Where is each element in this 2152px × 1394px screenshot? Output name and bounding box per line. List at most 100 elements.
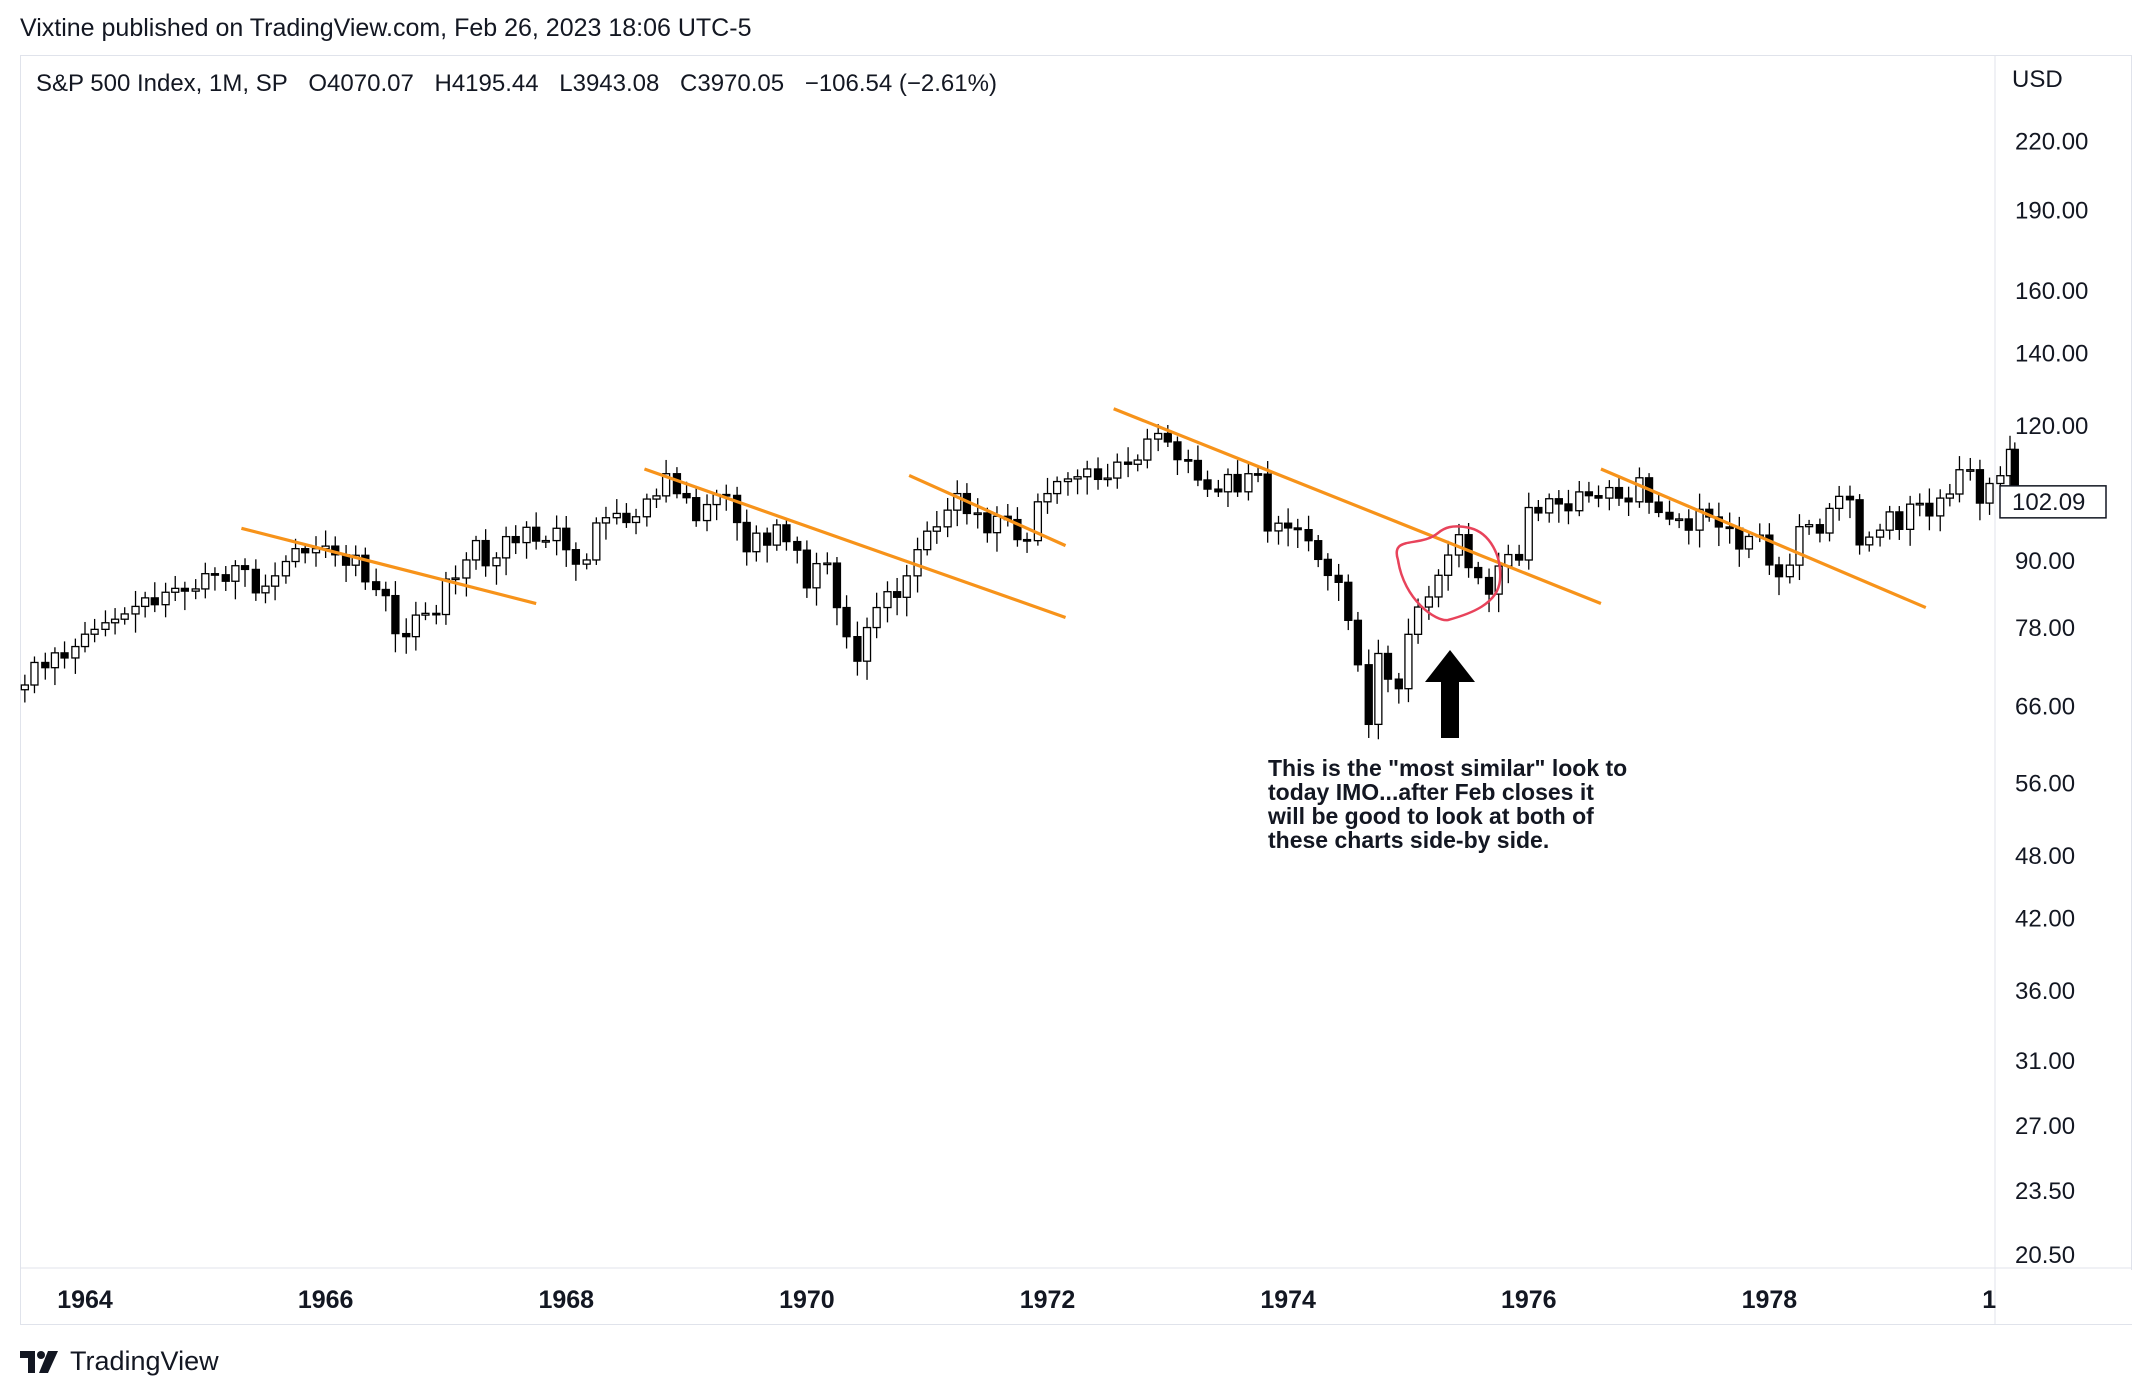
candle-body xyxy=(1223,473,1233,493)
candle-body xyxy=(1885,511,1894,531)
candle-body xyxy=(1985,482,1994,504)
candle-body xyxy=(1695,508,1704,531)
trendline xyxy=(1113,407,1602,606)
symbol-legend[interactable]: S&P 500 Index, 1M, SP O4070.07 H4195.44 … xyxy=(36,70,1011,98)
price-tick-label: 20.50 xyxy=(2015,1242,2075,1269)
candle-body xyxy=(251,568,260,594)
tradingview-logo-icon xyxy=(20,1350,58,1373)
candle-body xyxy=(1063,478,1073,483)
candle-body xyxy=(652,495,661,500)
candle-body xyxy=(361,554,370,583)
candle-body xyxy=(1996,475,2005,485)
candle-body xyxy=(301,548,310,554)
symbol-name[interactable]: S&P 500 Index, 1M, SP xyxy=(36,70,288,97)
candle-body xyxy=(842,606,851,638)
candle-body xyxy=(492,557,501,567)
candle-body xyxy=(462,559,471,579)
candle-body xyxy=(1253,473,1263,476)
candle-body xyxy=(1875,529,1885,538)
annotation-line-4: these charts side-by side. xyxy=(1268,827,1549,853)
candle-body xyxy=(1263,473,1272,532)
price-tick-label: 42.00 xyxy=(2015,906,2075,933)
candle-body xyxy=(1594,495,1603,499)
candle-body xyxy=(973,512,982,516)
candle-body xyxy=(1815,524,1825,534)
candle-body xyxy=(1344,581,1353,621)
candle-body xyxy=(1022,538,1032,542)
candle-body xyxy=(872,606,881,629)
candle-body xyxy=(782,524,791,543)
candle-body xyxy=(592,522,601,561)
candle-body xyxy=(1554,498,1563,505)
candle-body xyxy=(1534,506,1543,514)
candle-body xyxy=(1413,606,1423,635)
time-tick-label: 1964 xyxy=(57,1286,113,1314)
price-tick-label: 120.00 xyxy=(2015,413,2088,440)
candle-body xyxy=(1424,596,1434,608)
candle-body xyxy=(1895,511,1904,530)
currency-label[interactable]: USD xyxy=(2012,66,2063,93)
candle-body xyxy=(1915,502,1924,506)
candle-body xyxy=(1825,507,1834,534)
candle-body xyxy=(1394,678,1403,690)
price-tick-label: 23.50 xyxy=(2015,1178,2075,1205)
annotation-line-2: today IMO...after Feb closes it xyxy=(1268,779,1594,805)
time-tick-label: 1970 xyxy=(779,1286,835,1314)
candle-body xyxy=(1584,491,1594,497)
time-axis[interactable]: 196419661968197019721974197619781980 xyxy=(57,1270,2152,1324)
trendline xyxy=(908,473,1067,548)
price-tick-label: 140.00 xyxy=(2015,341,2088,368)
candle-body xyxy=(1233,473,1242,493)
candle-body xyxy=(141,597,150,608)
candle-body xyxy=(1374,652,1383,726)
candle-body xyxy=(1484,576,1494,595)
candle-body xyxy=(501,535,511,559)
candle-body xyxy=(402,632,411,638)
candle-body xyxy=(1845,495,1855,501)
candles-layer xyxy=(20,424,2019,740)
candle-body xyxy=(1154,432,1163,440)
candle-body xyxy=(231,565,240,582)
arrow-up-icon xyxy=(1425,650,1475,738)
candle-body xyxy=(1474,566,1483,579)
brand[interactable]: TradingView xyxy=(20,1346,219,1377)
price-axis[interactable]: 220.00 190.00 160.00 140.00 120.00 90.00 78.00… xyxy=(1999,129,2107,1270)
candle-body xyxy=(752,532,761,553)
candle-body xyxy=(1545,498,1554,514)
candle-body xyxy=(1193,459,1203,481)
time-tick-label: 1974 xyxy=(1260,1286,1316,1314)
trendlines-layer xyxy=(241,407,1927,619)
candle-body xyxy=(1013,518,1022,541)
candle-body xyxy=(1524,506,1533,561)
candle-body xyxy=(1514,553,1524,561)
candle-body xyxy=(1443,554,1453,576)
candle-body xyxy=(30,661,39,686)
candle-body xyxy=(1614,486,1624,499)
candle-body xyxy=(150,597,159,606)
candle-body xyxy=(131,605,140,615)
candle-body xyxy=(1835,495,1844,510)
candle-body xyxy=(1936,497,1945,517)
candle-body xyxy=(1654,501,1663,514)
candle-body xyxy=(60,652,69,659)
candle-body xyxy=(902,575,911,598)
candle-body xyxy=(1353,619,1363,666)
candle-body xyxy=(180,587,190,592)
candle-body xyxy=(541,539,550,543)
candle-body xyxy=(481,539,490,567)
candle-body xyxy=(1143,438,1152,461)
time-tick-label: 1972 xyxy=(1020,1286,1076,1314)
time-tick-label: 1978 xyxy=(1742,1286,1798,1314)
candle-body xyxy=(1203,479,1212,490)
candle-body xyxy=(661,473,671,497)
price-tick-label: 31.00 xyxy=(2015,1048,2075,1075)
candle-body xyxy=(101,622,110,631)
chart-frame[interactable] xyxy=(20,55,2132,1325)
candle-body xyxy=(1624,497,1633,503)
candle-body xyxy=(793,540,802,551)
candle-body xyxy=(1052,480,1062,495)
candle-body xyxy=(1184,458,1193,462)
candle-body xyxy=(702,503,712,522)
candle-body xyxy=(1725,526,1734,530)
